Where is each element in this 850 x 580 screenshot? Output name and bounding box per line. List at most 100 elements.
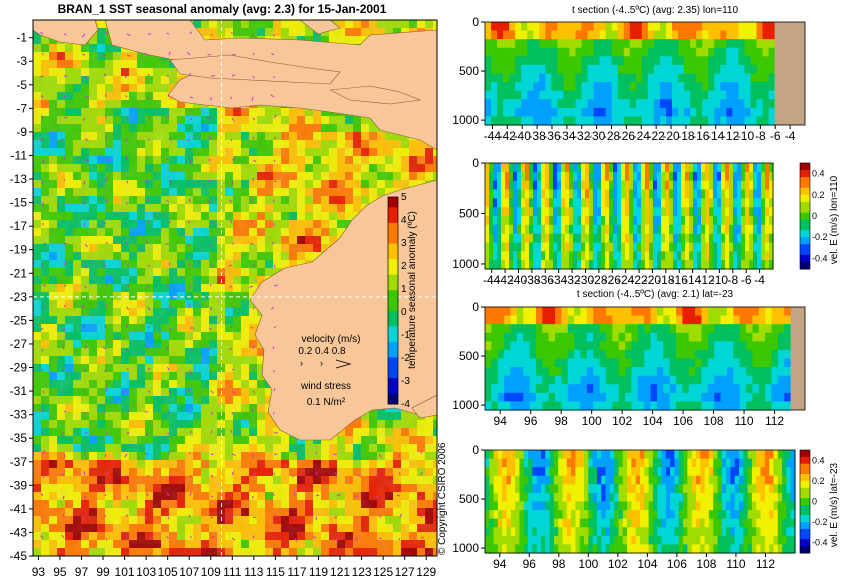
- velocity-vector: [334, 472, 338, 476]
- section-cell: [563, 90, 571, 100]
- section-cell: [696, 47, 703, 57]
- velocity-vector: [125, 534, 128, 539]
- section-cell: [641, 56, 649, 66]
- section-cell: [533, 90, 540, 100]
- section-cell: [633, 180, 638, 191]
- section-cell: [541, 171, 546, 182]
- section-cell: [529, 216, 534, 226]
- velocity-vector: [187, 263, 191, 266]
- section-cell: [551, 116, 558, 126]
- section-cell: [485, 90, 492, 100]
- velocity-vector: [126, 367, 129, 371]
- section-cell: [623, 116, 631, 126]
- velocity-vector: [315, 494, 320, 497]
- velocity-vector: [124, 242, 128, 245]
- sst-colorbar-label: temperature seasonal anomaly (ºC): [407, 211, 418, 369]
- section-cell: [659, 99, 667, 109]
- section-cell: [756, 47, 764, 57]
- section-cell: [647, 22, 655, 32]
- section-cell: [569, 30, 577, 40]
- section-cell: [551, 107, 558, 118]
- section-cell: [569, 207, 574, 217]
- section-cell: [617, 90, 625, 100]
- velocity-vector: [188, 303, 191, 308]
- section-cell: [605, 180, 610, 191]
- section-cell: [503, 99, 510, 109]
- section-cell: [527, 56, 534, 66]
- section-cell: [509, 90, 516, 100]
- velocity-vector: [252, 117, 256, 121]
- section-cell: [750, 99, 758, 109]
- section-cell: [733, 163, 738, 173]
- section-cell: [605, 163, 610, 173]
- section-cell: [696, 99, 703, 109]
- section-cell: [769, 207, 774, 217]
- section-cell: [539, 82, 546, 92]
- velocity-vector: [105, 471, 109, 476]
- section-cell: [645, 198, 650, 208]
- velocity-vector: [210, 264, 214, 267]
- section-cell: [684, 39, 691, 49]
- velocity-vector: [84, 159, 89, 162]
- lat-tick-label: -27: [10, 337, 28, 351]
- section-cell: [689, 180, 694, 191]
- section-cell: [581, 73, 589, 83]
- sst-colorbar-swatch: [388, 357, 398, 364]
- velocity-vector: [84, 138, 89, 141]
- velocity-vector: [83, 222, 86, 227]
- velocity-vector: [231, 471, 235, 476]
- section-cell: [491, 73, 498, 83]
- lat-tick-label: -11: [11, 148, 28, 162]
- section-cell: [609, 207, 614, 217]
- section-cell: [647, 56, 655, 66]
- lon-tick-label: 109: [201, 565, 221, 579]
- section-cell: [684, 73, 691, 83]
- section-cell: [714, 73, 721, 83]
- velocity-vector: [251, 96, 254, 101]
- section-cell: [503, 116, 510, 126]
- section-cell: [720, 47, 727, 57]
- section-cell: [653, 99, 661, 109]
- section-cell: [517, 198, 522, 208]
- section-cell: [557, 39, 565, 49]
- velocity-vector: [270, 94, 275, 98]
- depth-tick-label: 500: [459, 64, 479, 78]
- velocity-vector: [125, 138, 128, 143]
- section-cell: [635, 82, 643, 92]
- section-cell: [505, 171, 510, 182]
- velocity-vector: [207, 200, 212, 203]
- velocity-vector: [252, 52, 255, 56]
- section-cell: [545, 207, 550, 217]
- velocity-vector: [252, 177, 255, 182]
- section-cell: [617, 99, 625, 109]
- section-cell: [709, 171, 714, 182]
- section-cell: [601, 180, 606, 191]
- section-cell: [702, 22, 709, 32]
- section-cell: [641, 47, 649, 57]
- section-cell: [557, 180, 562, 191]
- section-cell: [666, 82, 673, 92]
- velocity-vector: [210, 390, 214, 394]
- section-cell: [708, 64, 715, 75]
- velocity-vector: [210, 535, 215, 539]
- section-cell: [702, 107, 709, 118]
- section-cell: [678, 90, 685, 100]
- section-cell: [563, 107, 571, 118]
- section-cell: [625, 189, 630, 199]
- section-cell: [593, 180, 598, 191]
- velocity-vector: [63, 453, 66, 458]
- section-cell: [527, 82, 534, 92]
- velocity-vector: [273, 453, 278, 456]
- section-cell: [685, 163, 690, 173]
- section-cell: [629, 116, 637, 126]
- section-cell: [702, 90, 709, 100]
- section-cell: [702, 73, 709, 83]
- section-cell: [768, 56, 776, 66]
- section-cell: [581, 207, 586, 217]
- velocity-vector: [294, 452, 299, 455]
- section-cell: [641, 198, 646, 208]
- section-cell: [491, 82, 498, 92]
- section-cell: [557, 216, 562, 226]
- section-cell: [745, 180, 750, 191]
- sst-colorbar-tick: 4: [401, 215, 407, 226]
